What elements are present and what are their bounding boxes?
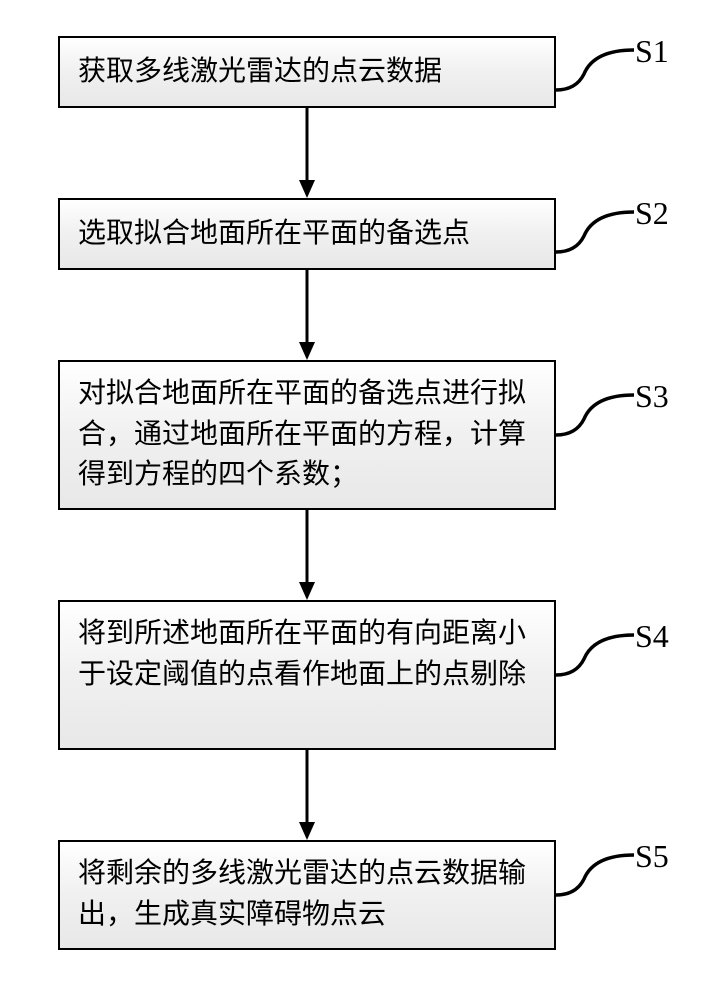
bracket-s3	[556, 389, 636, 441]
step-box-s4: 将到所述地面所在平面的有向距离小于设定阈值的点看作地面上的点剔除	[58, 600, 556, 750]
step-box-s3: 对拟合地面所在平面的备选点进行拟合，通过地面所在平面的方程，计算得到方程的四个系…	[58, 360, 556, 510]
step-box-s2: 选取拟合地面所在平面的备选点	[58, 198, 556, 270]
step-text-s1: 获取多线激光雷达的点云数据	[78, 52, 442, 93]
bracket-s1	[556, 44, 636, 96]
step-label-s3: S3	[635, 378, 669, 415]
bracket-s4	[556, 629, 636, 681]
step-box-s5: 将剩余的多线激光雷达的点云数据输出，生成真实障碍物点云	[58, 840, 556, 950]
flowchart-container: 获取多线激光雷达的点云数据 S1 选取拟合地面所在平面的备选点 S2 对拟合地面…	[0, 0, 723, 1000]
arrow-3	[297, 510, 317, 600]
step-label-s2: S2	[635, 195, 669, 232]
arrow-4	[297, 750, 317, 840]
step-text-s2: 选取拟合地面所在平面的备选点	[78, 214, 470, 255]
step-label-s4: S4	[635, 618, 669, 655]
step-text-s5: 将剩余的多线激光雷达的点云数据输出，生成真实障碍物点云	[78, 858, 526, 930]
step-box-s1: 获取多线激光雷达的点云数据	[58, 36, 556, 108]
step-label-s1: S1	[635, 33, 669, 70]
step-text-s4: 将到所述地面所在平面的有向距离小于设定阈值的点看作地面上的点剔除	[78, 618, 526, 690]
step-label-s5: S5	[635, 838, 669, 875]
bracket-s5	[556, 849, 636, 901]
step-text-s3: 对拟合地面所在平面的备选点进行拟合，通过地面所在平面的方程，计算得到方程的四个系…	[78, 378, 526, 490]
bracket-s2	[556, 206, 636, 258]
arrow-2	[297, 270, 317, 360]
arrow-1	[297, 108, 317, 198]
